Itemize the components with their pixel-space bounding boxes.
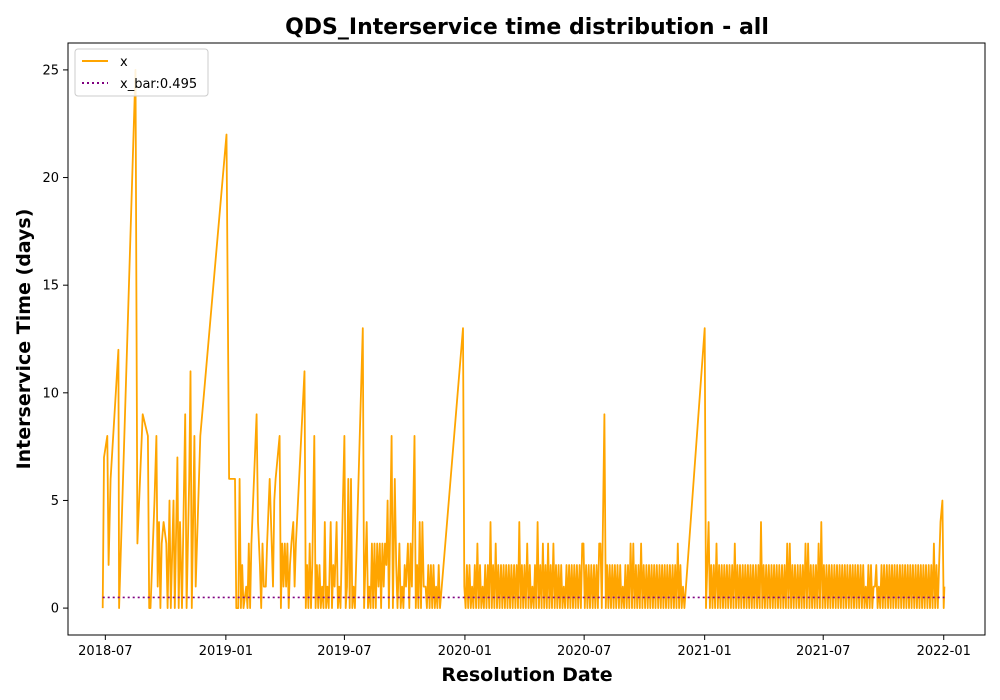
y-tick-label: 25: [42, 63, 59, 78]
x-axis-label: Resolution Date: [441, 664, 612, 686]
series-line-x: [101, 69, 946, 609]
chart-title: QDS_Interservice time distribution - all: [285, 15, 769, 40]
legend-label-x-bar: x_bar:0.495: [120, 77, 197, 92]
y-tick-label: 10: [42, 386, 59, 401]
y-axis-label: Interservice Time (days): [13, 209, 35, 470]
x-tick-label: 2021-07: [796, 644, 850, 659]
y-axis: 0 5 10 15 20 25: [42, 63, 68, 617]
x-tick-label: 2019-01: [199, 644, 253, 659]
legend-box: [74, 48, 209, 97]
y-tick-label: 5: [51, 494, 59, 509]
x-tick-label: 2021-01: [677, 644, 731, 659]
x-axis: 2018-07 2019-01 2019-07 2020-01 2020-07 2021-…: [78, 635, 971, 659]
legend-label-x: x: [120, 55, 128, 70]
y-tick-label: 0: [51, 602, 59, 617]
legend: x x_bar:0.495: [74, 48, 209, 97]
x-tick-label: 2020-01: [438, 644, 492, 659]
y-tick-label: 20: [42, 171, 59, 186]
x-tick-label: 2018-07: [78, 644, 132, 659]
plot-frame: [67, 42, 986, 636]
x-tick-label: 2022-01: [917, 644, 971, 659]
x-tick-label: 2019-07: [317, 644, 371, 659]
y-tick-label: 15: [42, 279, 59, 294]
plot-area: [101, 69, 946, 609]
x-tick-label: 2020-07: [557, 644, 611, 659]
